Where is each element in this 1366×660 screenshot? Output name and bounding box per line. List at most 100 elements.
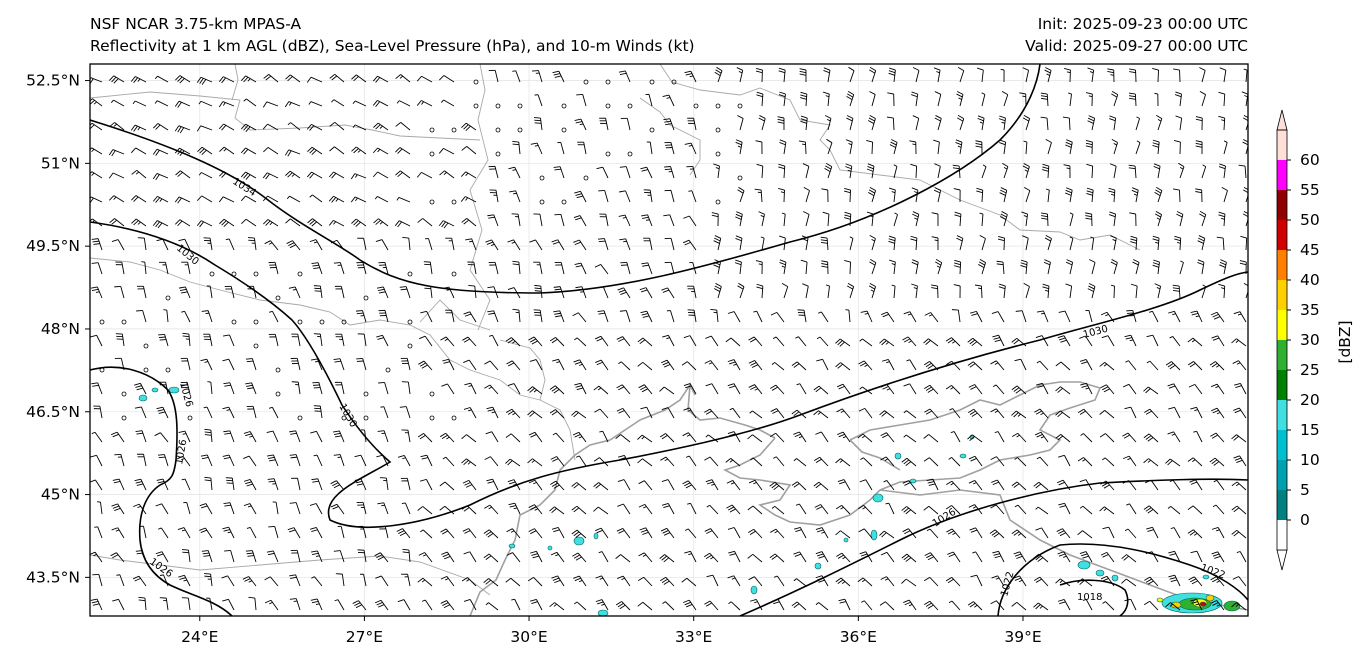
wind-barb [999,139,1007,155]
wind-barb [289,574,301,587]
wind-barb [1190,406,1203,419]
wind-barb [1146,360,1159,371]
wind-barb [869,66,877,83]
wind-barb [1231,602,1247,611]
wind-barb [593,482,609,491]
wind-barb [512,308,521,323]
wind-barb [948,600,961,611]
wind-barb [1012,432,1027,443]
wind-barb [219,171,235,179]
wind-barb [1109,163,1117,179]
wind-barb [1102,601,1115,611]
wind-barb [1077,457,1093,467]
wind-barb [1143,433,1159,443]
calm-wind-circle [165,295,171,301]
wind-barb [1069,212,1074,227]
wind-barb [130,124,147,132]
wind-barb [1100,551,1115,563]
wind-barb [858,360,873,371]
wind-barb [290,549,301,563]
wind-barb [778,163,786,179]
wind-barb [844,211,852,227]
wind-barb [571,529,587,539]
wind-barb [769,553,785,563]
wind-barb [328,195,345,203]
wind-barb [618,361,631,371]
wind-barb [637,458,653,467]
wind-barb [551,239,565,251]
wind-barb [990,600,1005,611]
colorbar-tick-label: 50 [1300,211,1320,229]
wind-barb [313,333,323,347]
wind-barb [351,74,367,83]
wind-barb [152,148,169,156]
wind-barb [442,286,455,299]
wind-barb [248,596,257,611]
wind-barb [550,480,565,491]
wind-barb [594,335,609,347]
wind-barb [262,195,279,203]
wind-barb [1143,505,1159,515]
wind-barb [687,502,697,515]
wind-barb [618,214,631,227]
wind-barb [687,117,697,131]
wind-barb [617,503,631,515]
wind-barb [1100,311,1115,323]
wind-barb [1148,310,1159,323]
wind-barb [911,259,919,275]
wind-barb [291,477,301,491]
wind-barb [748,336,763,347]
wind-barb [891,284,896,299]
wind-barb [1035,527,1049,539]
wind-barb [507,239,521,251]
wind-barb [1169,336,1181,347]
wind-barb [378,382,389,395]
calm-wind-circle [429,127,435,133]
wind-barb [793,551,807,563]
wind-barb [1193,430,1203,443]
wind-barb [312,381,323,395]
wind-barb [417,577,433,587]
wind-barb [1124,406,1137,419]
wind-barb [332,430,345,443]
wind-barb [998,283,1006,299]
wind-barb [441,383,455,395]
wind-barb [352,100,367,107]
wind-barb [1064,68,1071,83]
wind-barb [755,140,763,155]
wind-barb [664,189,675,203]
wind-barb [866,139,873,155]
calm-wind-circle [341,415,347,421]
wind-barb [967,434,983,443]
wind-barb [773,575,785,587]
colorbar-bin [1277,160,1287,190]
wind-barb [994,431,1005,443]
wind-barb [445,237,455,251]
wind-barb [376,334,389,347]
wind-barb [506,552,521,563]
wind-barb [285,74,301,83]
wind-barb [1216,236,1225,251]
wind-barb [906,359,917,371]
lat-tick-label: 45°N [41,486,80,504]
wind-barb [376,286,389,299]
calm-wind-circle [605,79,611,85]
wind-barb [1174,91,1182,107]
wind-barb [528,336,543,347]
calm-wind-circle [561,199,567,205]
wind-barb [846,115,854,131]
colorbar-bin [1277,250,1287,280]
wind-barb [923,361,939,371]
wind-barb [109,218,125,227]
wind-barb [704,600,719,611]
wind-barb [779,235,786,251]
wind-barb [506,528,521,539]
wind-barb [880,576,895,587]
calm-wind-circle [649,79,655,85]
wind-barb [1036,382,1049,395]
wind-barb [815,602,829,611]
wind-barb [990,360,1005,371]
wind-barb [329,121,345,131]
wind-barb [375,239,389,251]
wind-barb [1236,551,1247,563]
